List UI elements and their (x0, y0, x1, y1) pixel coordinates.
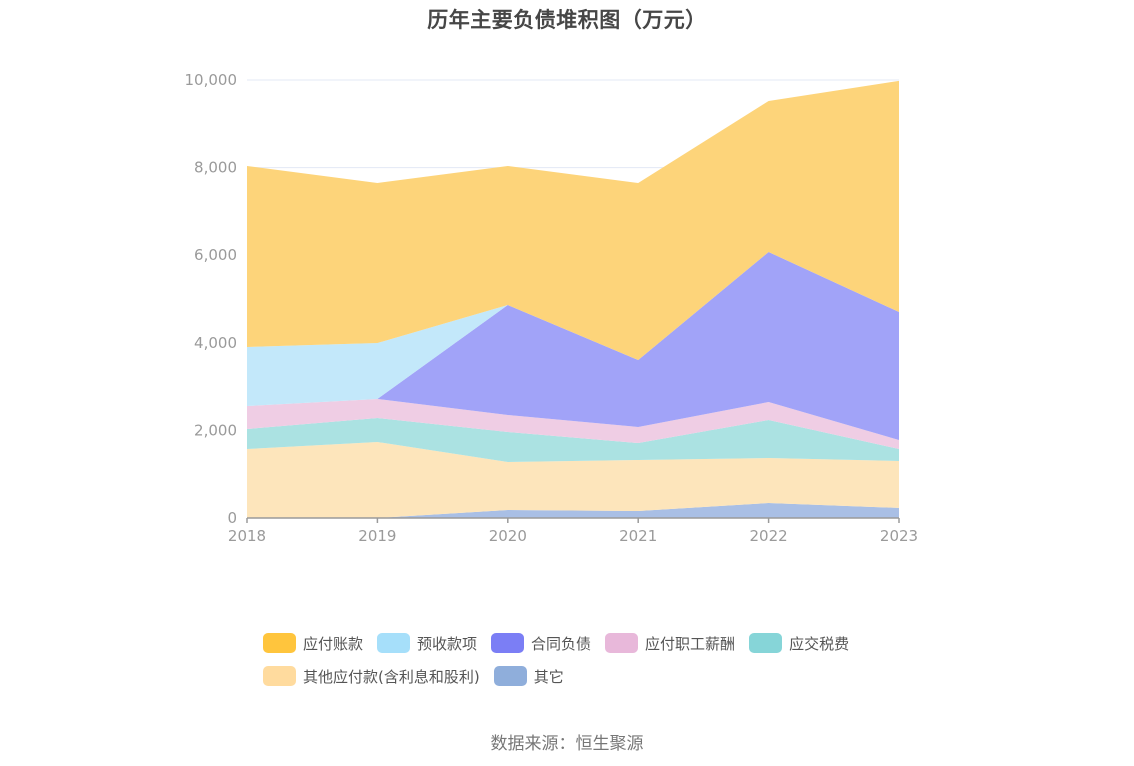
area-其它[interactable] (247, 503, 899, 518)
legend-swatch-icon (491, 633, 525, 653)
legend-label: 合同负债 (531, 634, 592, 653)
area-应付账款[interactable] (247, 80, 899, 361)
legend-swatch-icon (263, 633, 296, 653)
legend-swatch-icon (493, 666, 527, 686)
y-tick-label: 6,000 (194, 246, 237, 264)
area-合同负债[interactable] (247, 252, 899, 440)
legend-swatch-icon (605, 633, 639, 653)
y-tick-label: 4,000 (194, 334, 237, 352)
legend-swatch-icon (749, 633, 783, 653)
x-tick-label: 2019 (358, 527, 396, 545)
area-应交税费[interactable] (247, 418, 899, 462)
legend-item[interactable]: 其他应付款(含利息和股利) (263, 666, 480, 687)
legend-label: 应付账款 (303, 634, 364, 653)
area-应付职工薪酬[interactable] (247, 398, 899, 450)
area-预收款项[interactable] (247, 252, 899, 407)
area-series (247, 80, 899, 518)
y-tick-label: 10,000 (185, 71, 238, 89)
legend: 应付账款 预收款项 合同负债 应付职工薪酬 应交税费 其他应付款(含利息和股利) 其它 (263, 632, 903, 698)
y-tick-label: 2,000 (194, 421, 237, 439)
legend-item[interactable]: 应付职工薪酬 (605, 633, 735, 654)
legend-swatch-icon (377, 633, 411, 653)
area-其他应付款(含利息和股利)[interactable] (247, 442, 899, 518)
axes: 0 2,000 4,000 6,000 8,000 10,000 2018 2019 2020 2… (185, 71, 919, 545)
legend-label: 其它 (533, 667, 564, 686)
legend-item[interactable]: 应交税费 (749, 633, 849, 654)
y-tick-label: 0 (227, 509, 237, 527)
legend-item[interactable]: 合同负债 (491, 633, 591, 654)
y-tick-label: 8,000 (194, 159, 237, 177)
data-source-note: 数据来源：恒生聚源 (490, 734, 644, 754)
legend-swatch-icon (263, 666, 296, 686)
x-tick-label: 2021 (619, 527, 657, 545)
legend-item[interactable]: 应付账款 (263, 633, 363, 654)
x-tick-label: 2018 (228, 527, 266, 545)
x-tick-label: 2022 (750, 527, 788, 545)
stacked-area-chart: 0 2,000 4,000 6,000 8,000 10,000 2018 2019 2020 2… (185, 71, 919, 545)
legend-row-1: 应付账款 预收款项 合同负债 应付职工薪酬 应交税费 (263, 632, 903, 654)
x-tick-label: 2023 (880, 527, 918, 545)
chart-title: 历年主要负债堆积图（万元） (427, 8, 707, 32)
legend-item[interactable]: 其它 (493, 666, 564, 687)
legend-label: 预收款项 (417, 634, 478, 653)
legend-label: 其他应付款(含利息和股利) (303, 667, 480, 686)
legend-item[interactable]: 预收款项 (377, 633, 477, 654)
legend-label: 应付职工薪酬 (645, 634, 736, 653)
x-tick-label: 2020 (489, 527, 527, 545)
legend-row-2: 其他应付款(含利息和股利) 其它 (263, 665, 903, 687)
legend-label: 应交税费 (789, 634, 850, 653)
